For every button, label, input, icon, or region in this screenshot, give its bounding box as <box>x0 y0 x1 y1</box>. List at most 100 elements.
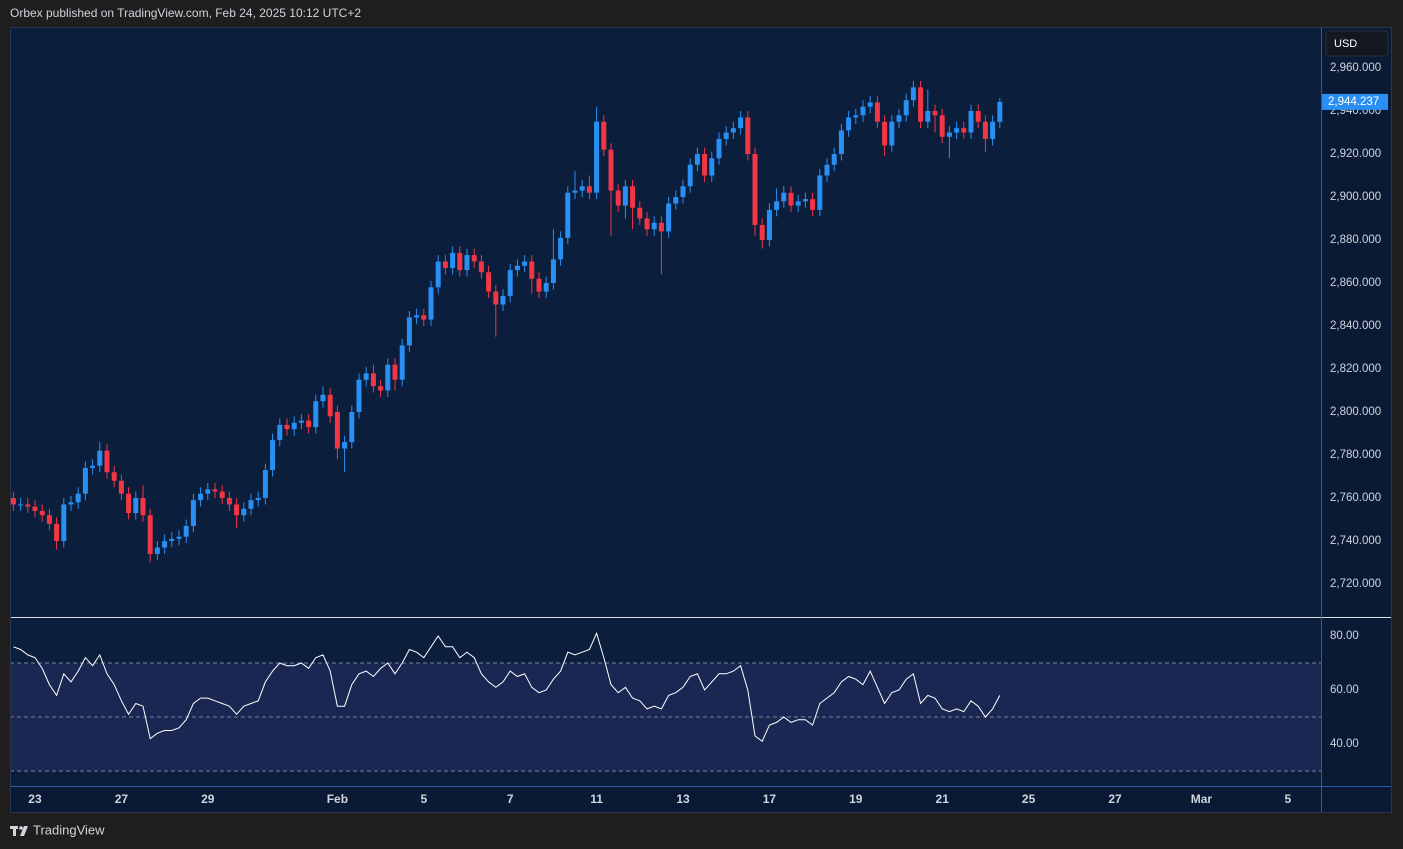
candle-body <box>903 100 909 116</box>
candle-body <box>154 547 160 554</box>
rsi-pane <box>10 662 1321 772</box>
candle-body <box>601 121 607 150</box>
candle-body <box>651 222 657 230</box>
x-tick-label: 7 <box>507 792 514 806</box>
candle-body <box>594 121 600 193</box>
candle-body <box>507 270 513 296</box>
candle-body <box>990 121 996 139</box>
x-tick-label: 11 <box>590 792 603 806</box>
candle-body <box>90 465 96 468</box>
candle-body <box>457 252 463 271</box>
candle-body <box>759 224 765 240</box>
candle-body <box>126 493 132 514</box>
candle-body <box>522 261 528 266</box>
y-tick-label: 2,760.000 <box>1330 492 1381 504</box>
last-price-tag <box>1322 93 1388 110</box>
candle-body <box>378 386 384 391</box>
candle-body <box>982 121 988 139</box>
candle-body <box>774 201 780 210</box>
x-tick-label: Feb <box>327 792 348 806</box>
header: Orbex published on TradingView.com, Feb … <box>10 6 361 20</box>
x-tick-label: 5 <box>1284 792 1291 806</box>
y-tick-label: 2,920.000 <box>1330 148 1381 160</box>
candle-body <box>61 504 67 541</box>
candle-body <box>97 450 103 466</box>
x-tick-label: 19 <box>849 792 863 806</box>
candle-body <box>255 497 261 501</box>
candle-body <box>622 186 628 206</box>
candle-body <box>745 117 751 154</box>
footer: TradingView <box>33 822 105 837</box>
candle-body <box>162 540 168 548</box>
candle-body <box>464 255 470 271</box>
candle-body <box>824 164 830 176</box>
candle-body <box>234 504 240 516</box>
candle-body <box>471 255 477 262</box>
candle-body <box>961 128 967 133</box>
candle-body <box>802 199 808 202</box>
candle-body <box>169 538 175 541</box>
candle-body <box>450 252 456 268</box>
candle-body <box>853 115 859 118</box>
candle-body <box>867 102 873 107</box>
candle-body <box>306 420 312 428</box>
candle-body <box>644 218 650 230</box>
candle-body <box>694 153 700 165</box>
candle-body <box>349 411 355 443</box>
footer-logo <box>10 826 28 836</box>
candle-body <box>147 515 153 554</box>
frame <box>10 27 1392 813</box>
candle-body <box>39 510 45 516</box>
candle-body <box>860 106 866 116</box>
candle-body <box>586 186 592 193</box>
x-tick-label: 21 <box>936 792 950 806</box>
candle-body <box>738 117 744 129</box>
candle-body <box>810 199 816 210</box>
candle-body <box>82 467 88 494</box>
x-tick-label: 27 <box>1108 792 1122 806</box>
candle-body <box>514 265 520 271</box>
y-tick-label: 2,800.000 <box>1330 406 1381 418</box>
candle-body <box>781 192 787 202</box>
candle-body <box>133 497 139 514</box>
candle-body <box>219 491 225 498</box>
candle-body <box>363 373 369 380</box>
candle-body <box>241 508 247 516</box>
logo-part <box>19 826 23 830</box>
last-price-label: 2,944.237 <box>1328 96 1379 108</box>
candle-body <box>968 111 974 133</box>
candle-body <box>25 504 31 507</box>
candle-body <box>320 394 326 402</box>
candle-body <box>874 102 880 122</box>
candle-body <box>493 291 499 305</box>
candle-body <box>442 261 448 268</box>
x-tick-label: 17 <box>763 792 777 806</box>
candle-body <box>212 489 218 492</box>
candle-body <box>550 259 556 283</box>
candle-body <box>10 497 16 505</box>
candle-body <box>370 373 376 387</box>
candle-body <box>658 222 664 232</box>
currency: USD <box>1334 38 1357 50</box>
candle-body <box>997 101 1003 122</box>
candle-body <box>32 506 38 511</box>
y-tick-label: 2,960.000 <box>1330 62 1381 74</box>
candle-body <box>118 480 124 494</box>
candle-body <box>889 121 895 146</box>
candle-body <box>183 525 189 537</box>
candle-body <box>925 111 931 122</box>
currency-box <box>1325 30 1389 57</box>
candle-body <box>205 489 211 494</box>
candle-body <box>176 536 182 539</box>
candle-body <box>356 379 362 412</box>
candle-body <box>334 411 340 449</box>
candle-body <box>752 153 758 225</box>
y-tick-label: 60.00 <box>1330 684 1359 696</box>
candle-body <box>680 186 686 197</box>
candle-body <box>392 364 398 380</box>
candle-body <box>140 497 146 516</box>
x-tick-label: 23 <box>28 792 42 806</box>
x-tick-label: 13 <box>676 792 690 806</box>
y-tick-label: 2,860.000 <box>1330 277 1381 289</box>
